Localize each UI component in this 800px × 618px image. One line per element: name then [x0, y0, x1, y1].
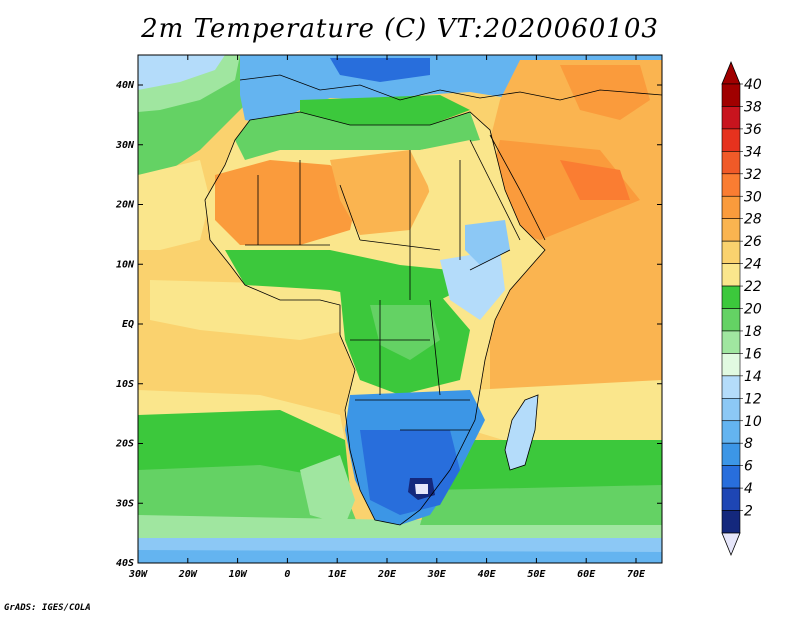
axis-ticks	[137, 55, 662, 564]
colorbar-swatch	[721, 106, 741, 130]
colorbar-label: 10	[744, 414, 762, 430]
colorbar-swatch	[721, 263, 741, 287]
coastlines	[204, 74, 662, 526]
canary-strip	[138, 160, 210, 250]
colorbar: 40 38 36 34 32 30 28 26 24 22 20 18 16 14 12 10 8 6 4 2	[721, 60, 762, 557]
lon-label: 60E	[577, 569, 596, 580]
colorbar-label: 38	[744, 99, 762, 115]
colorbar-swatch	[721, 240, 741, 264]
colorbar-swatch	[721, 330, 741, 354]
persian-gulf-hot	[560, 160, 630, 200]
colorbar-swatch	[721, 218, 741, 242]
lat-label: 20S	[115, 439, 134, 450]
colorbar-swatch	[721, 510, 741, 534]
lat-labels: 40N 30N 20N 10N EQ 10S 20S 30S 40S	[115, 80, 135, 569]
madagascar-coast	[504, 394, 539, 471]
colorbar-swatch	[721, 487, 741, 511]
colorbar-swatch	[721, 151, 741, 175]
lat-label: 40S	[116, 558, 134, 569]
indian-ocean-south-mid	[470, 380, 662, 445]
mediterranean-green	[300, 95, 470, 125]
plot-frame	[137, 54, 663, 564]
mideast-hotter	[560, 65, 650, 120]
colorbar-swatch	[721, 195, 741, 220]
colorbar-label: 28	[744, 212, 762, 228]
red-sea-coast	[469, 134, 546, 241]
south-africa-deep	[360, 430, 460, 515]
colorbar-over-arrow	[721, 60, 741, 85]
colorbar-under-arrow	[721, 532, 741, 557]
congo-light	[370, 305, 440, 360]
border-lines	[245, 150, 511, 431]
lon-label: 20W	[178, 569, 198, 580]
sahel-green	[225, 250, 470, 300]
colorbar-swatch	[721, 83, 741, 107]
benguela-cold	[300, 455, 355, 525]
europe-deep	[330, 58, 430, 82]
colorbar-label: 30	[744, 189, 762, 205]
lon-label: 20E	[377, 569, 397, 580]
north-atlantic-colder	[138, 55, 225, 90]
lon-label: 40E	[478, 569, 497, 580]
lat-label: 40N	[116, 80, 135, 91]
temperature-field	[138, 55, 662, 563]
madagascar	[505, 395, 538, 470]
ethiopia-blue	[465, 220, 510, 265]
grads-credit: GrADS: IGES/COLA	[4, 603, 91, 613]
colorbar-swatch	[721, 465, 741, 489]
lon-label: 10W	[229, 569, 248, 580]
colorbar-label: 26	[744, 234, 762, 250]
lesotho-white	[415, 484, 428, 494]
colorbar-label: 34	[744, 144, 762, 160]
colorbar-swatch	[721, 397, 741, 422]
colorbar-swatch	[721, 353, 741, 377]
lon-label: 30W	[128, 569, 148, 580]
arabia-hot	[490, 140, 640, 240]
colorbar-label: 40	[744, 77, 762, 93]
lon-label: 0	[284, 569, 290, 580]
lat-label: 10N	[116, 259, 135, 270]
lat-label: 30N	[115, 140, 135, 151]
colorbar-label: 32	[744, 167, 762, 183]
north-africa-coast-green	[235, 112, 480, 160]
colorbar-label: 22	[744, 279, 762, 295]
colorbar-swatch	[721, 420, 741, 444]
lat-label: 30S	[115, 498, 134, 509]
colorbar-label: 16	[744, 346, 762, 362]
colorbar-label: 14	[744, 369, 762, 385]
lon-label: 70E	[627, 569, 646, 580]
colorbar-label: 6	[744, 459, 753, 475]
colorbar-swatch	[721, 375, 741, 399]
lon-label: 50E	[527, 569, 546, 580]
europe-coast	[239, 74, 662, 101]
colorbar-label: 24	[744, 257, 762, 273]
lat-label: EQ	[122, 319, 134, 330]
lat-label: 20N	[115, 200, 135, 211]
sahara-central	[330, 150, 430, 235]
east-africa-highlands	[440, 250, 505, 320]
indian-ocean-south-light	[420, 485, 662, 525]
colorbar-label: 18	[744, 324, 762, 340]
colorbar-label: 12	[744, 391, 762, 407]
colorbar-label: 36	[744, 122, 762, 138]
colorbar-label: 4	[744, 481, 753, 497]
colorbar-label: 2	[744, 504, 753, 520]
sahara-east	[420, 140, 490, 200]
lat-label: 10S	[116, 379, 134, 390]
lon-label: 10E	[328, 569, 347, 580]
lon-label: 30E	[427, 569, 447, 580]
colorbar-label: 8	[744, 436, 753, 452]
colorbar-swatch	[721, 285, 741, 309]
lon-labels: 30W 20W 10W 0 10E 20E 30E 40E 50E 60E 70E	[128, 569, 646, 580]
colorbar-swatch	[721, 128, 741, 152]
colorbar-swatch	[721, 308, 741, 332]
colorbar-swatch	[721, 442, 741, 466]
colorbar-swatch	[721, 173, 741, 197]
map-title: 2m Temperature (C) VT:2020060103	[141, 14, 659, 44]
southern-ocean-deep	[138, 550, 662, 563]
sahara-west	[215, 160, 360, 245]
colorbar-label: 20	[744, 302, 762, 318]
